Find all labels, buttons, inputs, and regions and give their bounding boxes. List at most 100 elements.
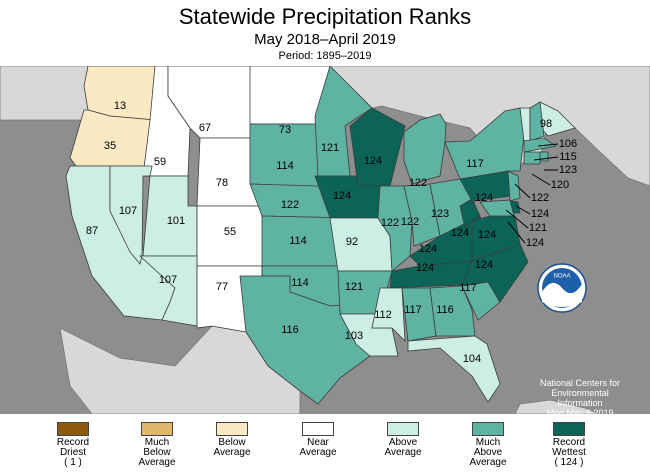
rank-label-ri: 123: [559, 164, 577, 176]
legend-item-much-above: Much Above Average: [453, 422, 523, 468]
rank-label-ma: 115: [559, 151, 577, 163]
legend-item-near: Near Average: [283, 422, 353, 458]
state-nh: [529, 101, 545, 142]
state-ga: [429, 285, 476, 337]
legend-label: Below Average: [213, 437, 251, 458]
va-pointer-label: 124: [526, 237, 544, 249]
rank-label-ct: 120: [551, 179, 569, 191]
rank-label-tx: 116: [281, 324, 299, 336]
rank-label-ms: 112: [374, 309, 392, 321]
state-fl: [407, 335, 501, 403]
rank-label-mn: 121: [321, 142, 339, 154]
pointer-line-de: [515, 205, 531, 215]
state-wv: [459, 198, 481, 229]
state-ri: [539, 151, 549, 162]
legend-swatch: [387, 422, 419, 436]
pointer-line-md: [505, 209, 529, 229]
rank-label-oh: 123: [431, 208, 449, 220]
legend-label: Near Average: [299, 437, 337, 458]
rank-label-ar: 121: [345, 281, 363, 293]
legend-label: Above Average: [384, 437, 422, 458]
rank-label-ga: 116: [436, 304, 454, 316]
rank-label-me: 98: [540, 118, 552, 130]
ne-state-pointers: [505, 143, 559, 244]
rank-label-nv: 107: [119, 205, 137, 217]
states-layer: [65, 65, 576, 405]
rank-label-ut: 101: [167, 215, 185, 227]
rank-label-mo: 92: [346, 236, 358, 248]
rank-label-nc: 124: [475, 259, 493, 271]
rank-label-mt: 67: [199, 122, 211, 134]
rank-label-nd: 73: [279, 124, 291, 136]
us-map: 13 35 87 59 107 67 78 101 55 107 77 73 114 122 114 114 1…: [0, 65, 650, 418]
rank-label-md: 121: [529, 222, 547, 234]
rank-label-sd: 114: [276, 160, 294, 172]
noaa-logo: NOAA: [537, 263, 587, 313]
state-ma: [523, 137, 558, 153]
rank-label-wv: 124: [451, 227, 469, 239]
legend-label: Much Below Average: [138, 437, 176, 468]
state-nj: [507, 170, 521, 202]
state-rank-labels: 13 35 87 59 107 67 78 101 55 107 77 73 114 122 114 114 1…: [86, 100, 577, 365]
legend-swatch: [57, 422, 89, 436]
rank-label-wa: 13: [114, 100, 126, 112]
cuba-land: [514, 399, 601, 415]
rank-label-co: 55: [224, 226, 236, 238]
rank-label-tn: 124: [416, 262, 434, 274]
legend-item-record-wettest: Record Wettest ( 124 ): [534, 422, 604, 468]
ncei-date: Mon May 6 2019: [546, 408, 614, 418]
rank-label-wy: 78: [216, 177, 228, 189]
rank-label-ok: 114: [291, 277, 309, 289]
rank-label-mi: 122: [409, 177, 427, 189]
rank-label-nh: 106: [559, 138, 577, 150]
rank-label-nm: 77: [216, 281, 228, 293]
legend: Record Driest ( 1 ) Much Below Average Bel…: [0, 414, 650, 475]
legend-item-record-driest: Record Driest ( 1 ): [38, 422, 108, 468]
map-period: Period: 1895–2019: [278, 50, 372, 62]
ncei-credit: National Centers for Environmental Infor…: [520, 378, 640, 418]
rank-label-il: 122: [381, 217, 399, 229]
rank-label-ne: 122: [281, 199, 299, 211]
map-subtitle: May 2018–April 2019: [254, 31, 396, 48]
map-title: Statewide Precipitation Ranks: [178, 4, 472, 29]
legend-swatch: [553, 422, 585, 436]
state-in: [403, 183, 441, 247]
ncei-line-1: National Centers for: [539, 378, 621, 388]
rank-label-id: 59: [154, 156, 166, 168]
state-mi: [403, 113, 447, 185]
ncei-line-3: Information: [557, 398, 603, 408]
legend-item-above: Above Average: [368, 422, 438, 458]
pointer-line-nh: [537, 143, 559, 147]
noaa-logo-text: NOAA: [553, 274, 570, 280]
legend-swatch: [216, 422, 248, 436]
pointer-line-extra: [507, 221, 526, 244]
rank-label-pa: 124: [475, 192, 493, 204]
state-wi: [349, 107, 406, 187]
legend-label: Record Driest ( 1 ): [56, 437, 90, 468]
rank-label-va: 124: [478, 229, 496, 241]
rank-label-ks: 114: [289, 235, 307, 247]
pointer-line-ma: [533, 156, 559, 161]
rank-label-fl: 104: [463, 353, 481, 365]
state-az: [138, 255, 198, 327]
us-map-svg: 13 35 87 59 107 67 78 101 55 107 77 73 114 122 114 114 1…: [0, 65, 650, 415]
state-mn: [314, 65, 373, 177]
legend-swatch: [141, 422, 173, 436]
title-block: Statewide Precipitation Ranks May 2018–A…: [0, 0, 650, 66]
legend-item-below: Below Average: [197, 422, 267, 458]
legend-label: Much Above Average: [469, 437, 507, 468]
rank-label-az: 107: [159, 274, 177, 286]
rank-label-ia: 124: [333, 190, 351, 202]
rank-label-or: 35: [104, 140, 116, 152]
rank-label-ky: 124: [419, 243, 437, 255]
rank-label-nj: 122: [531, 192, 549, 204]
pointer-line-nj: [514, 183, 531, 199]
legend-item-much-below: Much Below Average: [122, 422, 192, 468]
rank-label-al: 117: [404, 304, 422, 316]
pointer-line-ct: [531, 173, 551, 186]
rank-label-wi: 124: [364, 155, 382, 167]
rank-label-in: 122: [401, 216, 419, 228]
legend-label: Record Wettest ( 124 ): [552, 437, 586, 468]
rank-label-sc: 117: [459, 282, 477, 294]
rank-label-de: 124: [531, 208, 549, 220]
